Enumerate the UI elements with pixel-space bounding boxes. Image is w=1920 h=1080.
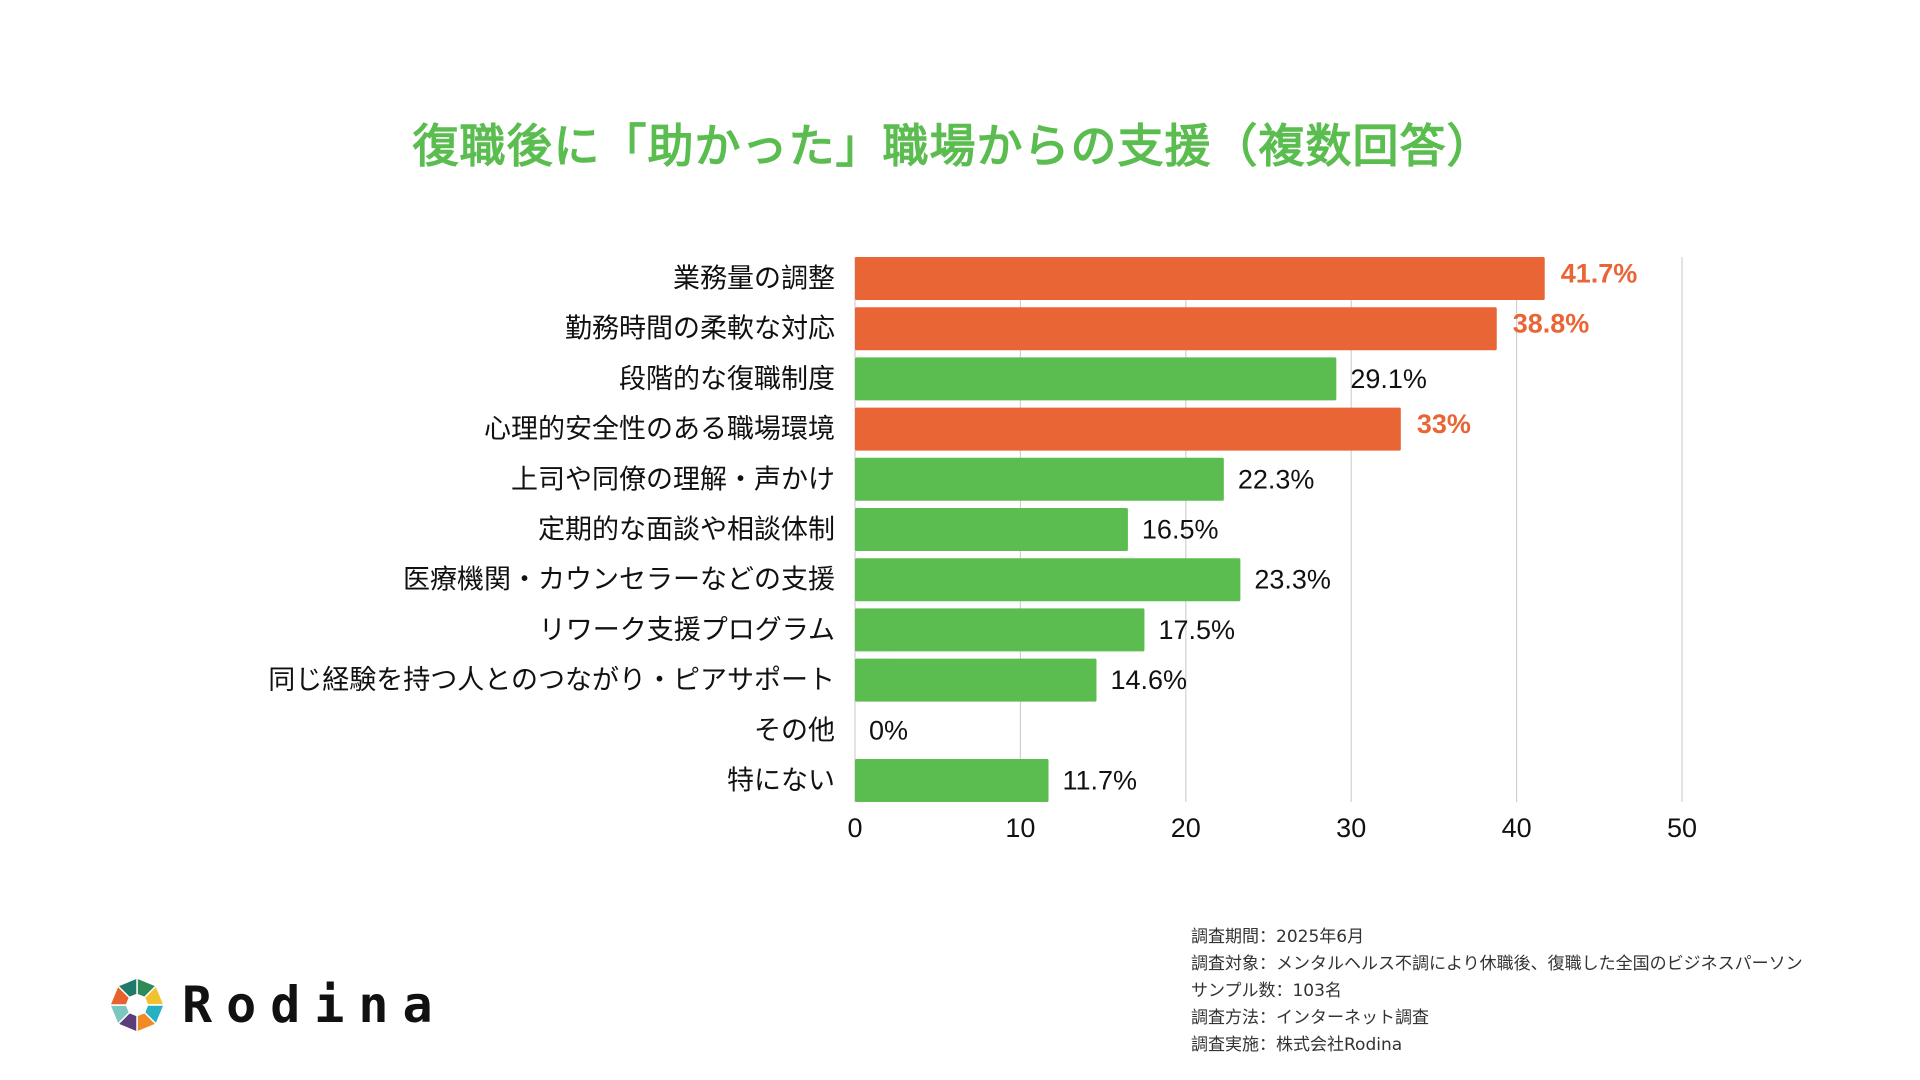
bar <box>855 457 1224 501</box>
logo-text: Rodina <box>182 976 447 1034</box>
x-tick-label: 40 <box>1502 813 1532 843</box>
category-label: 心理的安全性のある職場環境 <box>484 414 835 445</box>
category-label: 医療機関・カウンセラーなどの支援 <box>403 565 835 596</box>
note-method: 調査方法：インターネット調査 <box>1191 1008 1429 1028</box>
category-label: 業務量の調整 <box>673 264 835 295</box>
note-conductor: 調査実施：株式会社Rodina <box>1191 1035 1403 1055</box>
category-label: 勤務時間の柔軟な対応 <box>565 314 835 345</box>
category-label: 特にない <box>727 766 835 797</box>
x-tick-label: 0 <box>847 813 862 843</box>
logo-petal <box>116 976 138 999</box>
logo-icon <box>108 976 166 1034</box>
bar <box>855 307 1497 351</box>
data-label: 11.7% <box>1063 766 1138 796</box>
bar <box>855 508 1128 551</box>
note-period: 調査期間：2025年6月 <box>1191 927 1365 947</box>
x-tick-label: 10 <box>1005 813 1035 843</box>
bar <box>855 608 1145 652</box>
rodina-logo: Rodina <box>108 976 447 1034</box>
category-label: 上司や同僚の理解・声かけ <box>511 464 835 495</box>
data-label: 16.5% <box>1142 515 1219 545</box>
bar <box>855 257 1545 300</box>
data-label: 29.1% <box>1350 364 1427 394</box>
data-label: 17.5% <box>1158 615 1235 645</box>
category-label: 段階的な復職制度 <box>619 364 835 395</box>
bar <box>855 407 1401 451</box>
chart-title: 復職後に「助かった」職場からの支援（複数回答） <box>412 119 1494 173</box>
category-label: 同じ経験を持つ人とのつながり・ピアサポート <box>268 665 835 696</box>
survey-notes: 調査期間：2025年6月 調査対象：メンタルヘルス不調により休職後、復職した全国… <box>1191 924 1803 1059</box>
category-label: その他 <box>754 715 835 746</box>
bar <box>855 558 1241 602</box>
note-sample: サンプル数：103名 <box>1191 981 1342 1001</box>
data-label: 0% <box>869 715 908 745</box>
bar-chart: 0 10 20 30 40 50 業務量の調整 41.7% 勤務時間の柔軟な対応 38.8% 段階的… <box>268 257 1697 843</box>
data-label: 38.8% <box>1513 309 1590 339</box>
bar <box>855 759 1049 802</box>
category-label: 定期的な面談や相談体制 <box>538 515 835 546</box>
x-tick-label: 30 <box>1336 813 1366 843</box>
data-label: 23.3% <box>1254 565 1331 595</box>
data-label: 14.6% <box>1110 665 1187 695</box>
data-label: 33% <box>1417 409 1471 439</box>
category-label: リワーク支援プログラム <box>539 615 835 646</box>
bar <box>855 658 1097 702</box>
data-label: 22.3% <box>1238 464 1315 494</box>
x-tick-label: 50 <box>1667 813 1697 843</box>
bar <box>855 357 1337 401</box>
x-tick-label: 20 <box>1171 813 1201 843</box>
data-label: 41.7% <box>1561 259 1638 289</box>
note-target: 調査対象：メンタルヘルス不調により休職後、復職した全国のビジネスパーソン <box>1191 954 1803 974</box>
